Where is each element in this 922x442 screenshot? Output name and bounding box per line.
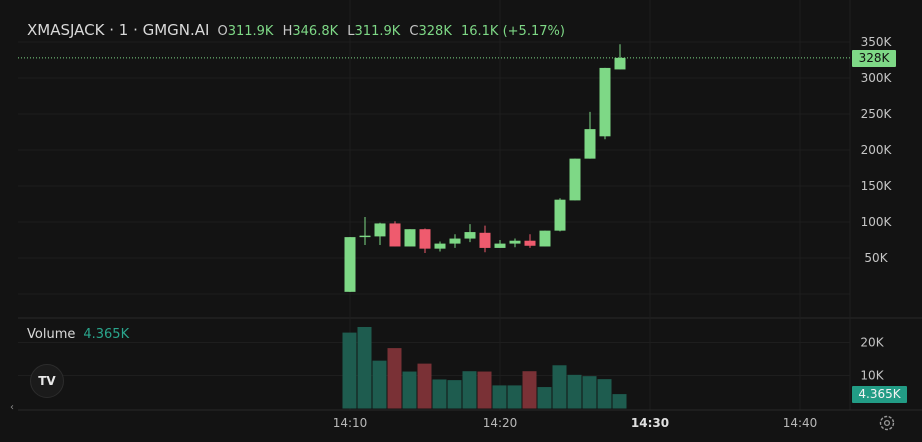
chart-grid	[18, 0, 922, 411]
close-label: C	[409, 24, 419, 39]
symbol-title[interactable]: XMASJACK · 1 · GMGN.AI	[27, 21, 210, 39]
candle-body	[524, 240, 536, 246]
ohlc-readout: O311.9K H346.8K L311.9K C328K 16.1K (+5.…	[217, 24, 564, 39]
volume-bar	[552, 365, 567, 409]
gear-icon[interactable]	[878, 414, 896, 432]
price-tick-label: 300K	[861, 71, 893, 85]
price-tick-label: 200K	[861, 143, 893, 157]
candle-body	[479, 232, 491, 248]
tradingview-logo-icon[interactable]: TV	[30, 364, 64, 398]
price-tick-label: 150K	[861, 179, 893, 193]
candle-body	[404, 229, 416, 247]
time-tick-label: 14:20	[483, 416, 518, 430]
volume-value: 4.365K	[83, 327, 130, 342]
volume-bar	[372, 360, 387, 409]
volume-bar	[357, 326, 372, 409]
volume-label: Volume	[27, 327, 76, 342]
candle-body	[584, 129, 596, 159]
candle-body	[359, 235, 371, 238]
high-value: 346.8K	[292, 24, 339, 39]
volume-bar	[522, 371, 537, 409]
chevron-left-icon[interactable]: ‹	[10, 402, 14, 413]
open-value: 311.9K	[227, 24, 274, 39]
change-value: 16.1K (+5.17%)	[460, 24, 565, 39]
volume-bar	[432, 379, 447, 409]
price-axis: 50K 100K 150K 200K 250K 300K 350K	[861, 35, 893, 265]
volume-tick-label: 20K	[860, 336, 884, 350]
candle-body	[494, 243, 506, 248]
time-axis: 14:10 14:20 14:30 14:40	[333, 416, 818, 430]
volume-bar	[387, 348, 402, 409]
candle-body	[509, 240, 521, 244]
volume-bar	[597, 379, 612, 409]
price-tick-label: 100K	[861, 215, 893, 229]
time-tick-label: 14:30	[631, 416, 669, 430]
time-tick-label: 14:10	[333, 416, 368, 430]
volume-bar	[342, 332, 357, 409]
volume-bar	[567, 374, 582, 409]
logo-text: TV	[38, 374, 56, 388]
volume-bar	[462, 371, 477, 409]
volume-bar	[447, 380, 462, 409]
last-price-tag: 328K	[852, 50, 896, 67]
candle-body	[569, 158, 581, 201]
price-tick-label: 350K	[861, 35, 893, 49]
price-tick-label: 250K	[861, 107, 893, 121]
candle-body	[374, 223, 386, 237]
volume-bar	[507, 385, 522, 409]
candle-body	[614, 57, 626, 70]
candle-body	[419, 229, 431, 249]
price-tick-label: 50K	[864, 251, 888, 265]
volume-bar	[477, 371, 492, 409]
volume-tick-label: 10K	[860, 369, 884, 383]
volume-bar	[612, 394, 627, 409]
volume-axis: 10K 20K	[860, 336, 884, 383]
low-label: L	[347, 24, 355, 39]
volume-bar	[582, 376, 597, 409]
candles-layer	[344, 44, 626, 292]
candle-body	[449, 238, 461, 244]
candle-body	[434, 243, 446, 249]
close-value: 328K	[418, 24, 452, 39]
volume-tag: 4.365K	[852, 386, 907, 403]
volume-bar	[417, 363, 432, 409]
candle-body	[344, 237, 356, 292]
chart-header: XMASJACK · 1 · GMGN.AI O311.9K H346.8K L…	[27, 21, 565, 39]
candle-body	[539, 230, 551, 247]
low-value: 311.9K	[354, 24, 401, 39]
volume-bar	[402, 371, 417, 409]
candle-body	[389, 223, 401, 247]
candle-body	[464, 232, 476, 239]
high-label: H	[282, 24, 293, 39]
time-tick-label: 14:40	[783, 416, 818, 430]
volume-bar	[492, 385, 507, 409]
candle-body	[554, 199, 566, 231]
candle-body	[599, 67, 611, 137]
volume-bar	[537, 387, 552, 409]
open-label: O	[217, 24, 228, 39]
volume-legend[interactable]: Volume 4.365K	[27, 327, 129, 342]
volume-layer	[342, 326, 627, 409]
